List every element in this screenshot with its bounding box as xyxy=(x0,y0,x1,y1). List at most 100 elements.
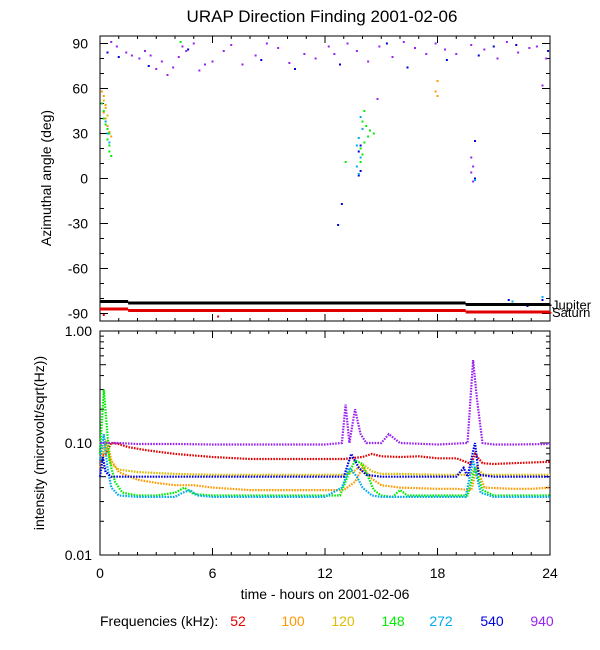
azimuth-point xyxy=(160,60,163,63)
azimuth-point xyxy=(177,56,180,58)
x-tick-label: 18 xyxy=(430,565,446,581)
x-tick-label: 0 xyxy=(96,565,104,581)
intensity-y-axis-label: intensity (microvolt/sqrt(Hz)) xyxy=(31,356,47,530)
azimuth-point xyxy=(211,60,214,63)
azimuth-point xyxy=(102,314,105,316)
azimuth-point xyxy=(474,140,476,142)
azimuth-point xyxy=(104,123,107,126)
azimuth-point xyxy=(104,104,107,106)
azimuth-point xyxy=(110,41,113,43)
azimuth-point xyxy=(108,141,111,144)
azimuth-point xyxy=(359,170,362,172)
azimuth-point xyxy=(260,59,263,61)
azimuth-point xyxy=(130,54,133,57)
azimuth-point xyxy=(355,50,358,52)
azimuth-point xyxy=(365,125,368,127)
azimuth-y-tick-label: -60 xyxy=(68,261,88,277)
intensity-y-tick-label: 0.10 xyxy=(65,435,92,451)
x-axis-label: time - hours on 2001-02-06 xyxy=(241,586,410,602)
azimuth-point xyxy=(445,59,448,61)
azimuth-point xyxy=(337,224,340,226)
intensity-series-540 xyxy=(98,442,550,481)
azimuth-point xyxy=(541,299,544,301)
legend-entry-100: 100 xyxy=(281,613,305,629)
azimuth-point xyxy=(359,144,362,147)
azimuth-point xyxy=(357,174,360,177)
azimuth-point xyxy=(406,66,409,69)
azimuth-point xyxy=(444,48,446,51)
azimuth-point xyxy=(155,68,158,70)
azimuth-point xyxy=(436,95,439,97)
azimuth-point xyxy=(125,51,128,54)
azimuth-point xyxy=(369,129,371,132)
azimuth-point xyxy=(104,120,107,123)
azimuth-point xyxy=(355,165,358,168)
azimuth-point xyxy=(117,56,120,58)
azimuth-point xyxy=(346,42,349,45)
azimuth-point xyxy=(192,42,195,45)
azimuth-point xyxy=(230,44,233,46)
azimuth-point xyxy=(102,95,105,97)
azimuth-point xyxy=(294,68,296,70)
azimuth-point xyxy=(361,120,364,123)
azimuth-point xyxy=(545,57,548,60)
azimuth-point xyxy=(472,180,475,183)
azimuth-y-ticks: 90 60 30 0 -30 -60 -90 xyxy=(68,36,550,322)
azimuth-point xyxy=(344,161,347,163)
azimuth-point xyxy=(515,44,518,46)
legend-entry-148: 148 xyxy=(381,613,405,629)
azimuth-point xyxy=(108,144,111,147)
azimuth-point xyxy=(104,107,107,109)
azimuth-point xyxy=(414,47,416,49)
azimuth-point xyxy=(474,179,476,181)
azimuth-point xyxy=(474,177,476,180)
azimuth-point xyxy=(376,98,379,100)
intensity-series-100 xyxy=(98,438,551,492)
azimuth-point xyxy=(357,173,360,175)
azimuth-point xyxy=(434,90,437,93)
azimuth-point xyxy=(108,131,111,133)
chart-title: URAP Direction Finding 2001-02-06 xyxy=(187,7,458,26)
azimuth-point xyxy=(181,45,184,48)
azimuth-y-axis-label: Azimuthal angle (deg) xyxy=(38,110,54,246)
azimuth-point xyxy=(185,50,188,52)
azimuth-point xyxy=(367,60,370,63)
x-tick-label: 6 xyxy=(209,565,217,581)
azimuth-point xyxy=(102,117,105,120)
azimuth-point xyxy=(138,57,141,60)
azimuth-point xyxy=(288,62,291,64)
azimuth-point xyxy=(106,138,109,141)
azimuth-point xyxy=(198,69,201,72)
azimuth-y-tick-label: 60 xyxy=(72,81,88,97)
azimuth-point xyxy=(361,153,364,156)
azimuth-point xyxy=(547,50,550,52)
intensity-panel: 1.00 0.10 0.01 intensity (microvolt/sqrt(H… xyxy=(31,323,551,563)
azimuth-point xyxy=(470,156,473,159)
azimuth-point xyxy=(496,57,499,60)
azimuth-point xyxy=(104,117,107,120)
azimuth-y-tick-label: -90 xyxy=(68,306,88,322)
azimuth-point xyxy=(359,161,362,163)
azimuth-point xyxy=(436,80,439,82)
azimuth-point xyxy=(505,41,508,43)
azimuth-y-tick-label: 90 xyxy=(72,36,88,52)
reference-label-saturn: Saturn xyxy=(552,305,590,320)
azimuth-point xyxy=(535,45,538,48)
azimuth-point xyxy=(528,47,531,49)
azimuth-point xyxy=(385,42,388,45)
azimuth-point xyxy=(179,41,182,43)
legend-title: Frequencies (kHz): xyxy=(100,613,218,629)
azimuth-point xyxy=(402,41,405,43)
azimuth-point xyxy=(106,125,109,127)
azimuth-point xyxy=(367,135,370,138)
azimuth-point xyxy=(483,48,486,51)
azimuth-point xyxy=(507,299,510,301)
intensity-series-940 xyxy=(100,359,551,446)
azimuth-point xyxy=(339,63,341,66)
azimuth-point xyxy=(378,45,381,48)
azimuth-point xyxy=(144,50,146,52)
azimuth-point xyxy=(340,203,343,205)
azimuth-point xyxy=(277,47,280,49)
azimuth-point xyxy=(434,42,437,45)
